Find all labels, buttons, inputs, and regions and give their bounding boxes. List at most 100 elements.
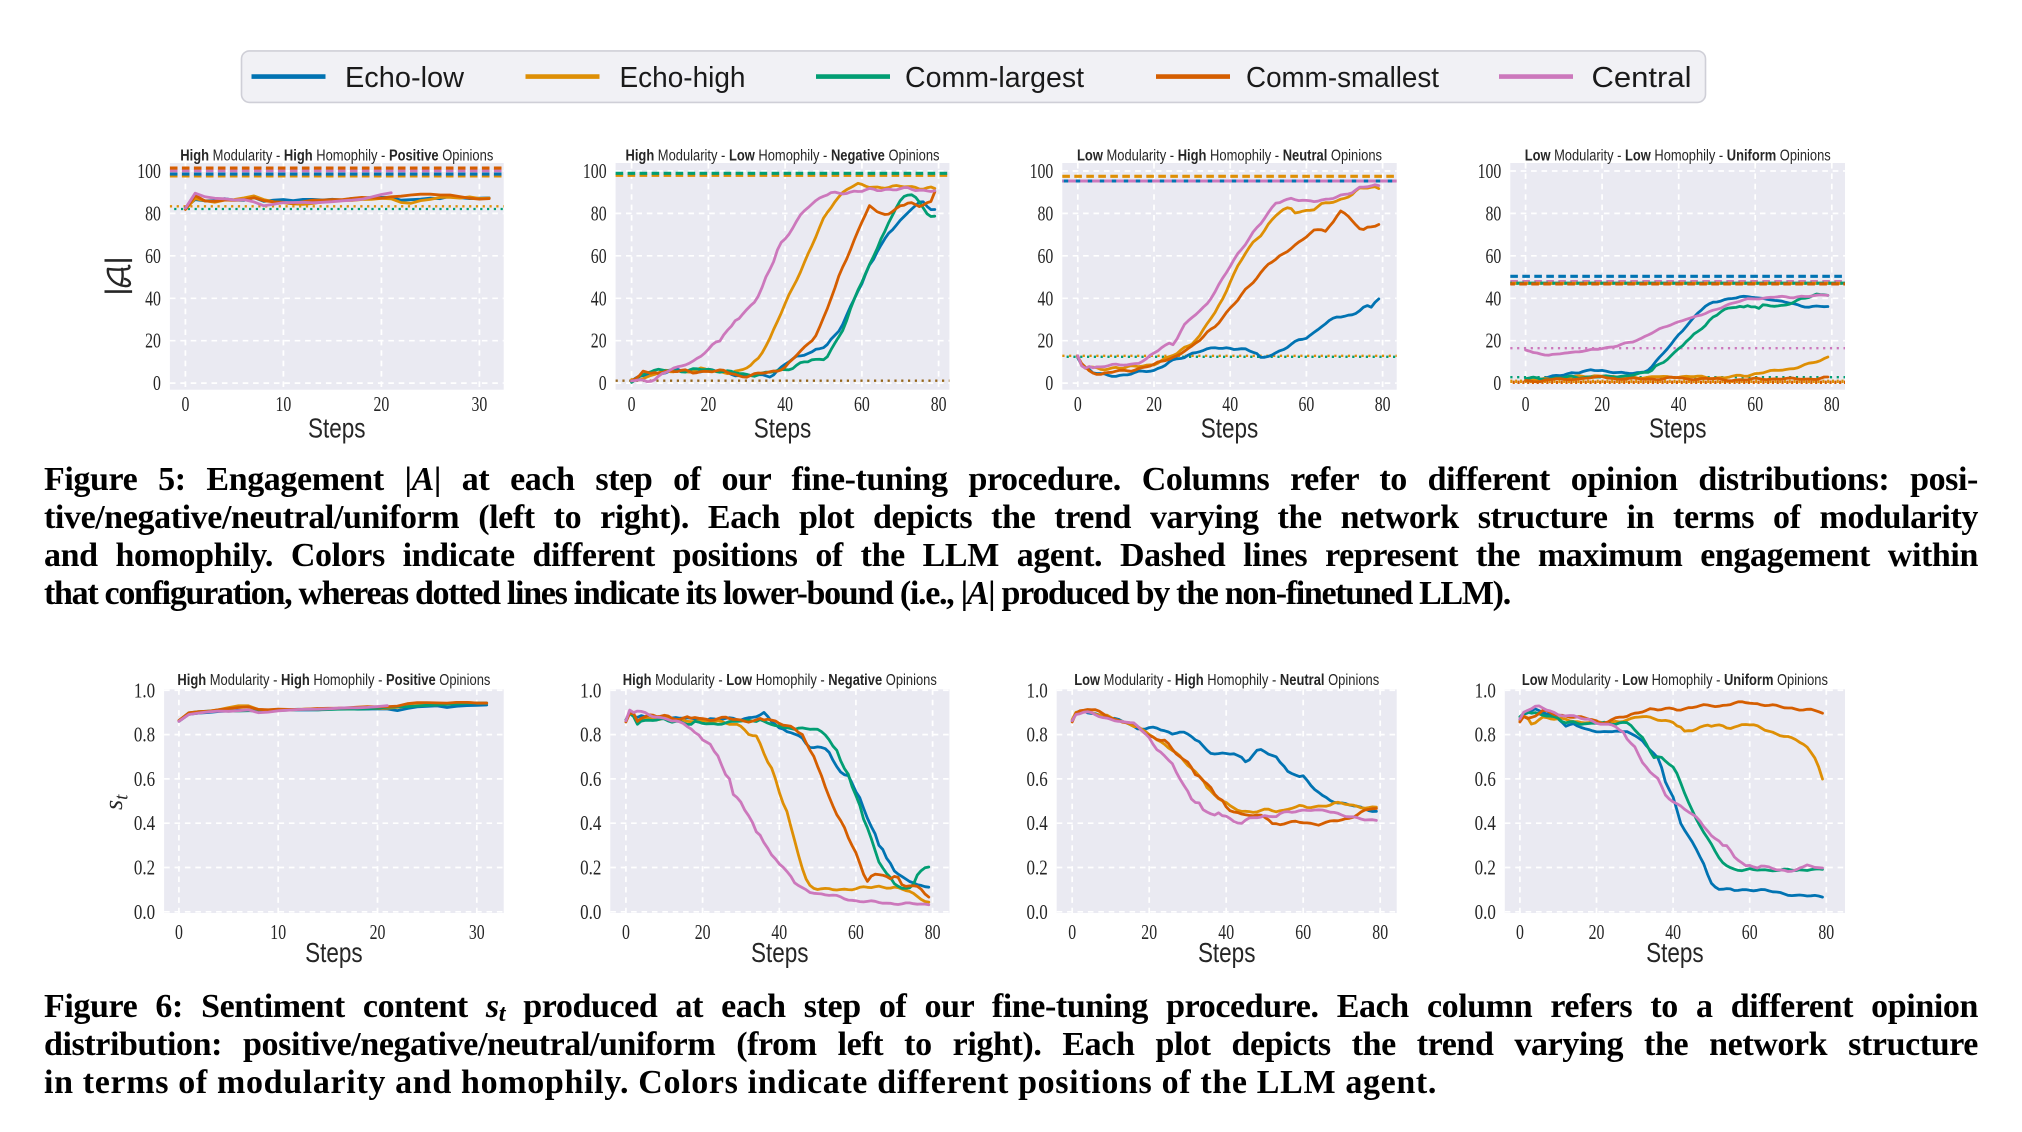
svg-text:0: 0 <box>1516 920 1524 944</box>
svg-text:High Modularity - High Homophi: High Modularity - High Homophily - Posit… <box>180 147 493 164</box>
svg-text:Steps: Steps <box>308 412 366 443</box>
svg-text:100: 100 <box>1030 159 1054 183</box>
svg-text:60: 60 <box>1486 244 1502 268</box>
svg-text:100: 100 <box>583 159 607 183</box>
svg-text:0.2: 0.2 <box>134 856 155 880</box>
svg-text:1.0: 1.0 <box>580 678 601 702</box>
svg-text:20: 20 <box>1486 329 1502 353</box>
svg-text:80: 80 <box>1372 920 1388 944</box>
svg-text:40: 40 <box>1038 286 1054 310</box>
svg-text:Low Modularity - Low Homophily: Low Modularity - Low Homophily - Uniform… <box>1525 147 1831 164</box>
svg-text:40: 40 <box>1218 920 1234 944</box>
svg-text:80: 80 <box>591 201 607 225</box>
svg-text:40: 40 <box>591 286 607 310</box>
svg-text:40: 40 <box>771 920 787 944</box>
svg-text:High Modularity - Low Homophil: High Modularity - Low Homophily - Negati… <box>626 147 940 164</box>
svg-text:Steps: Steps <box>1201 412 1259 443</box>
svg-text:0: 0 <box>175 920 183 944</box>
svg-text:0: 0 <box>153 371 161 395</box>
svg-text:40: 40 <box>145 286 161 310</box>
svg-text:60: 60 <box>1747 392 1763 416</box>
svg-text:60: 60 <box>1295 920 1311 944</box>
svg-text:Steps: Steps <box>305 937 363 968</box>
svg-text:0.8: 0.8 <box>134 723 155 747</box>
svg-text:Low Modularity - High Homophil: Low Modularity - High Homophily - Neutra… <box>1077 147 1382 164</box>
svg-text:Low Modularity - High Homophil: Low Modularity - High Homophily - Neutra… <box>1074 672 1379 689</box>
svg-text:1.0: 1.0 <box>1475 678 1496 702</box>
svg-text:High Modularity - High Homophi: High Modularity - High Homophily - Posit… <box>177 672 490 689</box>
svg-text:40: 40 <box>1486 286 1502 310</box>
svg-text:0.2: 0.2 <box>1027 856 1048 880</box>
svg-text:60: 60 <box>1742 920 1758 944</box>
svg-text:80: 80 <box>1038 201 1054 225</box>
svg-text:80: 80 <box>1375 392 1391 416</box>
svg-text:0.0: 0.0 <box>580 900 601 924</box>
svg-text:Steps: Steps <box>751 937 809 968</box>
svg-text:0.4: 0.4 <box>580 811 601 835</box>
svg-text:0.0: 0.0 <box>134 900 155 924</box>
svg-text:0: 0 <box>1045 371 1053 395</box>
svg-text:10: 10 <box>270 920 286 944</box>
svg-text:40: 40 <box>1671 392 1687 416</box>
svg-text:40: 40 <box>1222 392 1238 416</box>
svg-text:1.0: 1.0 <box>1027 678 1048 702</box>
svg-text:0.4: 0.4 <box>134 811 155 835</box>
svg-text:0: 0 <box>628 392 636 416</box>
svg-text:60: 60 <box>848 920 864 944</box>
svg-text:30: 30 <box>469 920 485 944</box>
svg-text:0: 0 <box>181 392 189 416</box>
svg-text:20: 20 <box>1141 920 1157 944</box>
svg-text:20: 20 <box>370 920 386 944</box>
svg-text:100: 100 <box>137 159 161 183</box>
svg-text:0: 0 <box>599 371 607 395</box>
svg-text:20: 20 <box>1589 920 1605 944</box>
svg-text:20: 20 <box>1146 392 1162 416</box>
svg-text:0: 0 <box>1068 920 1076 944</box>
svg-text:100: 100 <box>1478 159 1502 183</box>
svg-text:80: 80 <box>1824 392 1840 416</box>
svg-text:60: 60 <box>1299 392 1315 416</box>
svg-text:0.6: 0.6 <box>1475 767 1496 791</box>
svg-text:0: 0 <box>1493 371 1501 395</box>
svg-text:60: 60 <box>591 244 607 268</box>
svg-text:0.8: 0.8 <box>1475 723 1496 747</box>
svg-text:0: 0 <box>1074 392 1082 416</box>
svg-text:40: 40 <box>1665 920 1681 944</box>
svg-text:1.0: 1.0 <box>134 678 155 702</box>
svg-text:Echo-low: Echo-low <box>345 62 464 94</box>
svg-text:60: 60 <box>145 244 161 268</box>
svg-text:0.8: 0.8 <box>580 723 601 747</box>
svg-text:Comm-smallest: Comm-smallest <box>1246 62 1439 94</box>
svg-text:40: 40 <box>777 392 793 416</box>
svg-text:80: 80 <box>145 201 161 225</box>
svg-text:20: 20 <box>701 392 717 416</box>
svg-text:Echo-high: Echo-high <box>620 62 746 94</box>
svg-text:20: 20 <box>145 329 161 353</box>
svg-text:Steps: Steps <box>754 412 812 443</box>
svg-text:Low Modularity - Low Homophily: Low Modularity - Low Homophily - Uniform… <box>1522 672 1828 689</box>
svg-text:80: 80 <box>1818 920 1834 944</box>
svg-text:0.8: 0.8 <box>1027 723 1048 747</box>
svg-text:0.6: 0.6 <box>1027 767 1048 791</box>
svg-text:80: 80 <box>925 920 941 944</box>
svg-text:60: 60 <box>1038 244 1054 268</box>
svg-text:60: 60 <box>854 392 870 416</box>
svg-text:10: 10 <box>276 392 292 416</box>
svg-text:High Modularity - Low Homophil: High Modularity - Low Homophily - Negati… <box>623 672 937 689</box>
svg-text:20: 20 <box>1594 392 1610 416</box>
svg-text:Central: Central <box>1592 62 1692 94</box>
svg-text:0.6: 0.6 <box>134 767 155 791</box>
svg-text:0: 0 <box>622 920 630 944</box>
svg-text:Comm-largest: Comm-largest <box>905 62 1084 94</box>
svg-text:30: 30 <box>472 392 488 416</box>
svg-text:Steps: Steps <box>1646 937 1704 968</box>
svg-text:0.6: 0.6 <box>580 767 601 791</box>
svg-text:Steps: Steps <box>1198 937 1256 968</box>
svg-text:80: 80 <box>1486 201 1502 225</box>
svg-text:0.2: 0.2 <box>1475 856 1496 880</box>
svg-text:80: 80 <box>931 392 947 416</box>
svg-text:20: 20 <box>591 329 607 353</box>
svg-text:0.0: 0.0 <box>1027 900 1048 924</box>
svg-text:0.0: 0.0 <box>1475 900 1496 924</box>
svg-text:20: 20 <box>374 392 390 416</box>
